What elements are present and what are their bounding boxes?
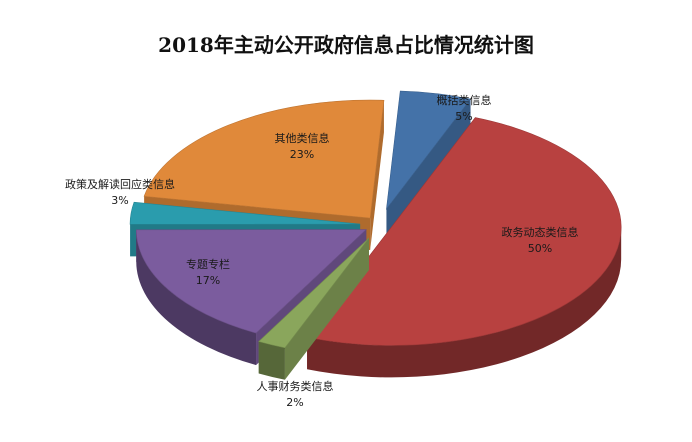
pie-slice-top-1 bbox=[306, 117, 622, 346]
slice-label-percent: 3% bbox=[111, 194, 128, 207]
slice-label-name: 其他类信息 bbox=[275, 131, 330, 145]
pie-slice-top-4 bbox=[129, 201, 361, 225]
slice-label-name: 概括类信息 bbox=[437, 93, 492, 107]
slice-label-percent: 50% bbox=[528, 242, 552, 255]
slice-label-percent: 2% bbox=[286, 396, 303, 409]
pie-slice-1 bbox=[306, 117, 622, 378]
slice-label-percent: 5% bbox=[455, 110, 472, 123]
pie-slice-rim bbox=[136, 229, 257, 366]
slice-label-name: 政务动态类信息 bbox=[502, 225, 579, 239]
pie-slice-side-face bbox=[370, 100, 384, 251]
pie-slice-rim bbox=[307, 227, 622, 378]
slice-label-name: 人事财务类信息 bbox=[257, 379, 334, 393]
pie-slices bbox=[129, 90, 622, 380]
pie-slice-2 bbox=[258, 237, 370, 380]
pie-slice-top-2 bbox=[258, 237, 370, 349]
pie-slice-side-face bbox=[386, 99, 471, 241]
slice-labels: 概括类信息 5% 政务动态类信息 50% 人事财务类信息 2% 专题专栏 17% 政策及解读回应… bbox=[65, 93, 579, 409]
slice-label-percent: 23% bbox=[290, 148, 314, 161]
slice-label-name: 政策及解读回应类信息 bbox=[65, 177, 175, 191]
pie-slice-top-3 bbox=[135, 229, 368, 334]
pie-slice-top-0 bbox=[386, 90, 472, 210]
slice-label-name: 专题专栏 bbox=[186, 257, 230, 271]
pie-slice-rim bbox=[258, 341, 285, 380]
pie-slice-0 bbox=[386, 90, 472, 241]
pie-slice-top-5 bbox=[143, 99, 385, 219]
slice-label-percent: 17% bbox=[196, 274, 220, 287]
chart-title: 2018年主动公开政府信息占比情况统计图 bbox=[158, 33, 534, 57]
